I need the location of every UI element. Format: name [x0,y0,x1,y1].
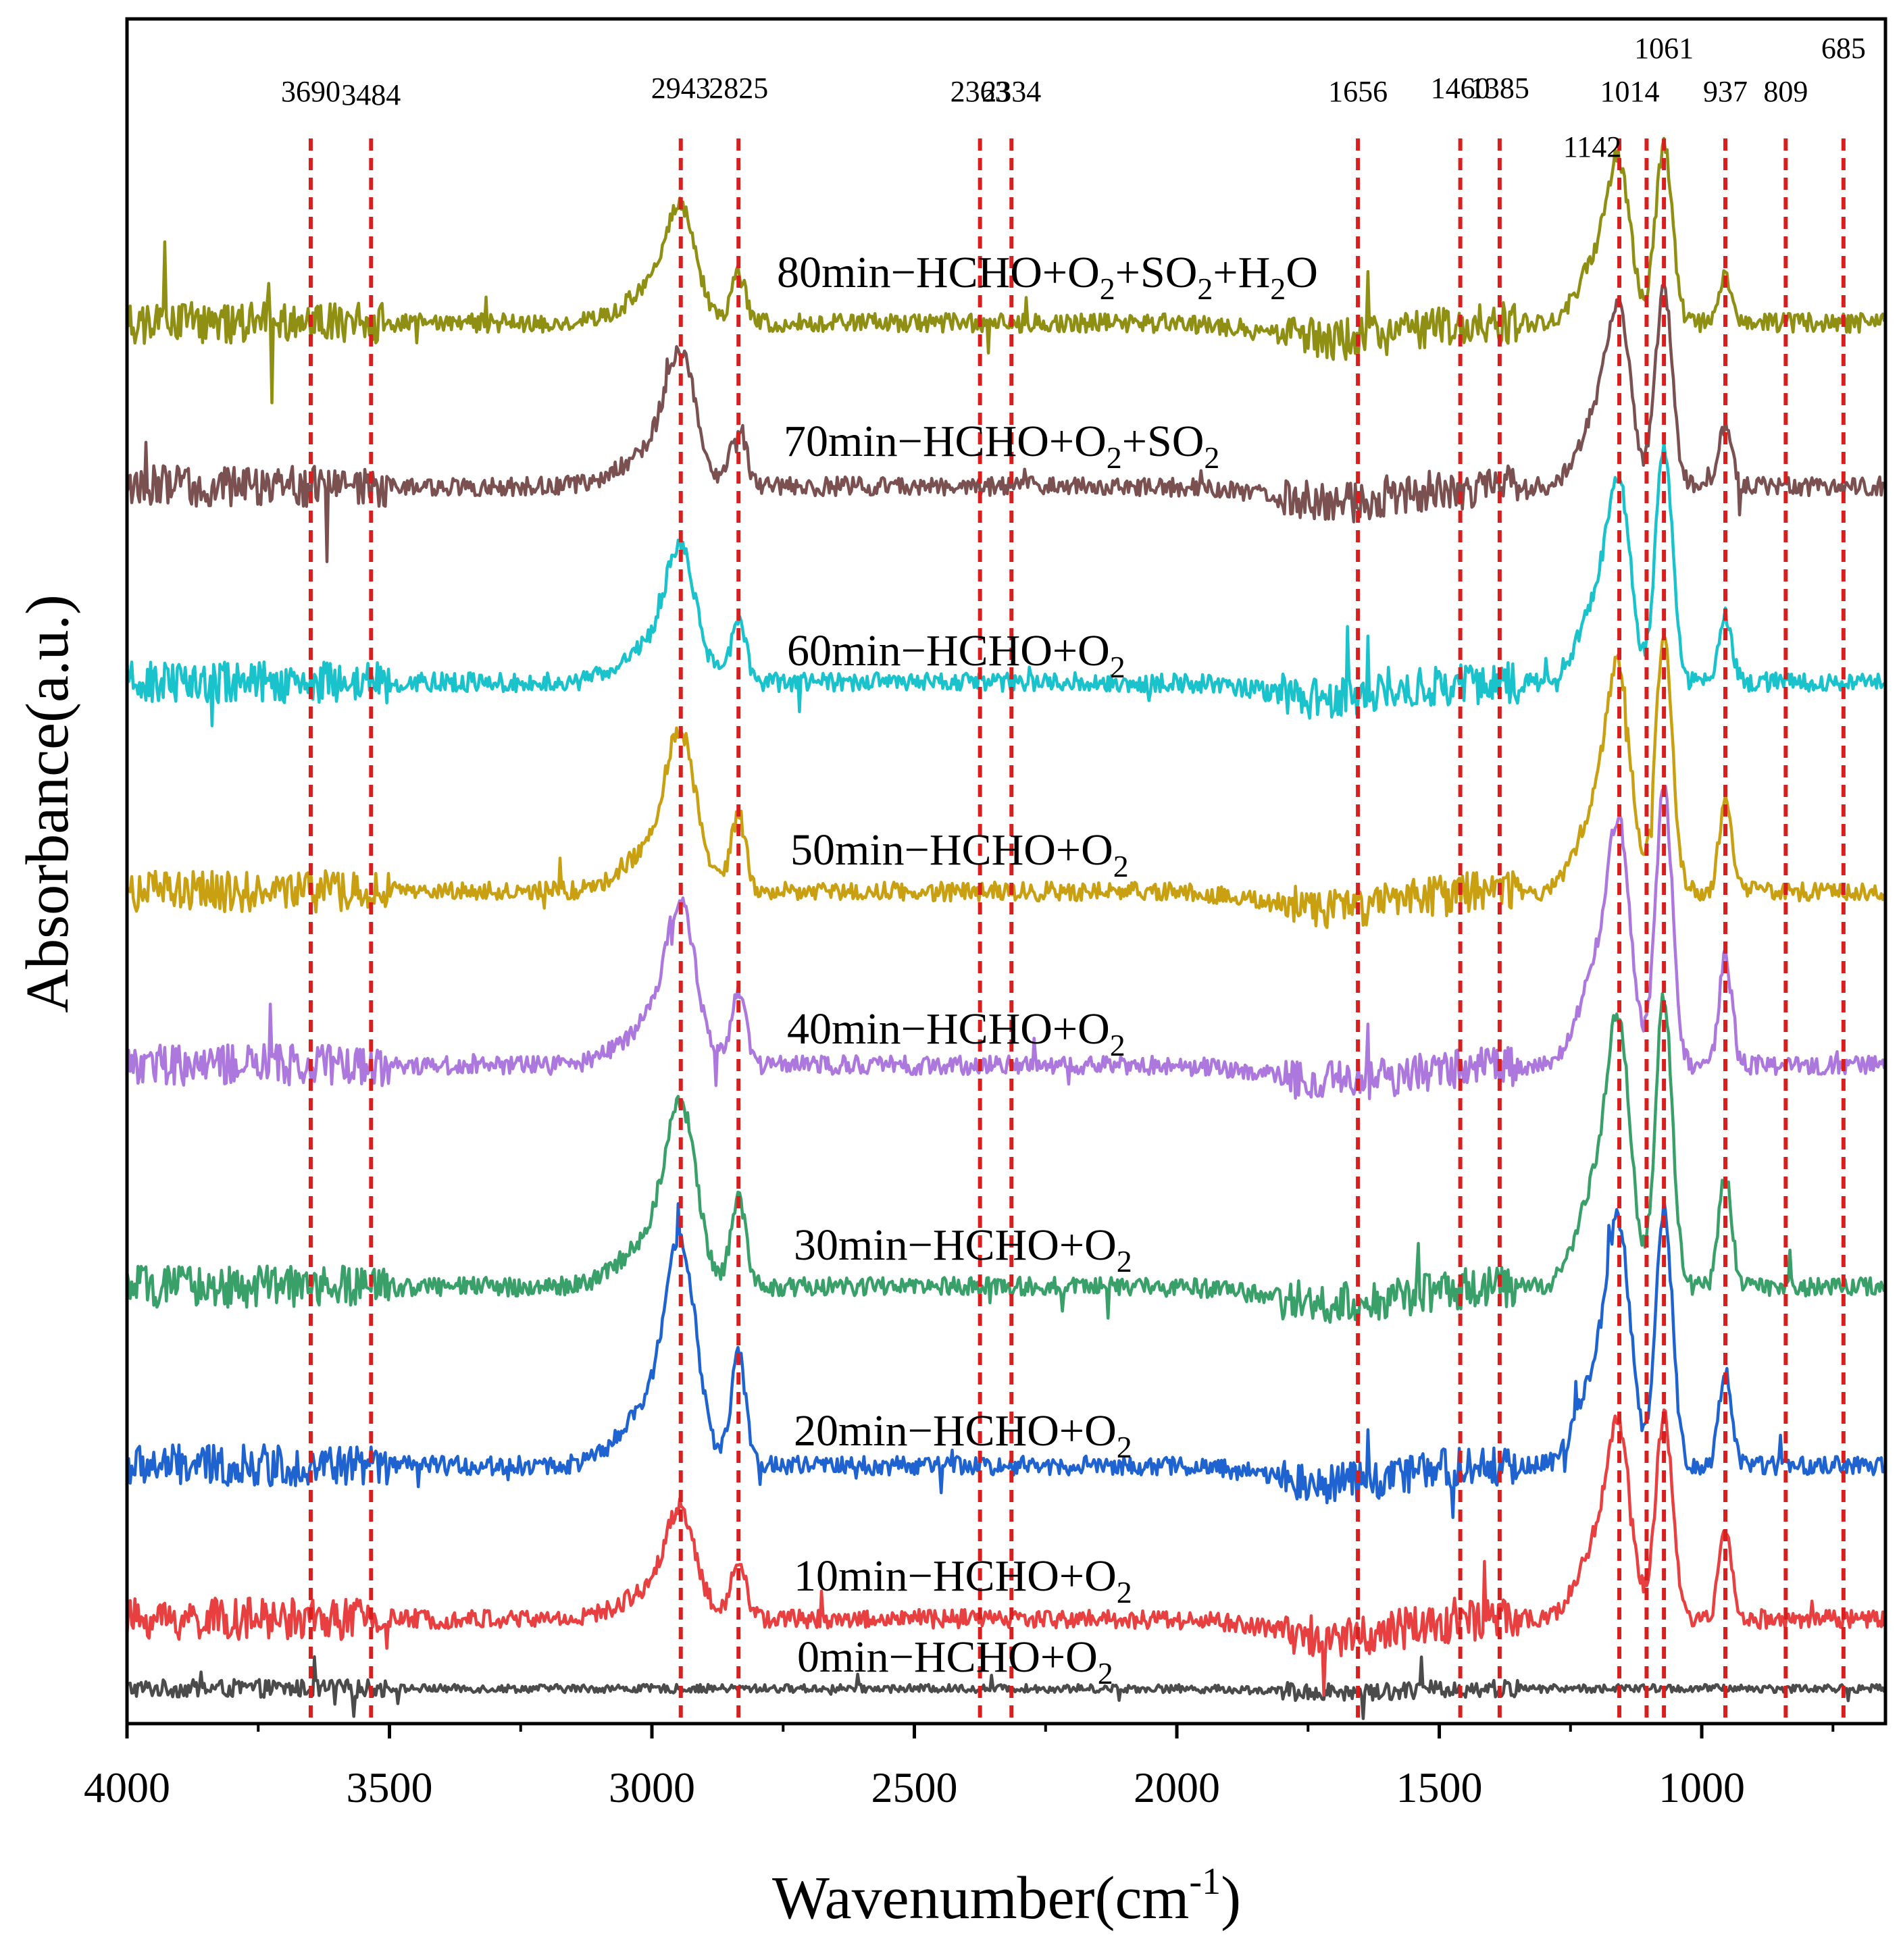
series-line-40min [125,784,1886,1100]
plot-frame [125,17,1887,1726]
peak-label-2334: 2334 [982,75,1041,108]
series-line-20min [125,1197,1885,1520]
peak-label-1014: 1014 [1600,75,1659,108]
series-line-0min [126,1655,1886,1720]
peak-label-1061: 1061 [1634,32,1694,65]
series-labels: 0min−HCHO+O2 10min−HCHO+O2 20min−HCHO+O2 30… [777,248,1318,1691]
peak-label-3690: 3690 [281,75,340,108]
series-line-80min [125,136,1886,405]
x-tick-label-1000: 1000 [1658,1763,1745,1811]
peak-label-3484: 3484 [341,78,401,111]
series-line-30min [125,991,1886,1324]
x-axis-title: Wavenumber(cm-1) [772,1861,1241,1932]
x-tick-label-3500: 3500 [347,1763,433,1811]
series-label-0min: 0min−HCHO+O2 [797,1632,1113,1691]
peak-label-1142: 1142 [1563,130,1621,163]
series-label-10min: 10min−HCHO+O2 [794,1551,1132,1609]
peak-label-937: 937 [1703,75,1748,108]
peak-label-2943: 2943 [651,72,711,105]
x-tick-label-4000: 4000 [84,1763,170,1811]
peak-label-2363: 2363 [950,75,1010,108]
series-line-60min [125,441,1885,727]
x-tick-label-2500: 2500 [871,1763,958,1811]
peak-label-2825: 2825 [709,72,768,105]
series-label-80min: 80min−HCHO+O2+SO2+H2O [777,248,1318,306]
reference-lines [308,138,1846,1724]
series-label-20min: 20min−HCHO+O2 [794,1406,1132,1464]
series-lines [125,136,1886,1720]
series-line-70min [125,283,1886,563]
x-tick-label-1500: 1500 [1396,1763,1483,1811]
y-axis-title: Absorbance(a.u.) [14,594,81,1013]
series-line-50min [126,634,1886,929]
series-label-60min: 60min−HCHO+O2 [787,626,1125,684]
peak-label-1460: 1460 [1431,72,1490,105]
x-axis-ticks [125,1724,1835,1738]
series-label-50min: 50min−HCHO+O2 [790,825,1129,883]
x-tick-label-3000: 3000 [609,1763,695,1811]
peak-label-809: 809 [1763,75,1808,108]
peak-label-1656: 1656 [1328,75,1388,108]
x-axis-tick-labels: 4000 3500 3000 2500 2000 1500 1000 [84,1763,1745,1811]
peak-label-685: 685 [1821,32,1866,65]
series-label-70min: 70min−HCHO+O2+SO2 [784,417,1219,475]
x-tick-label-2000: 2000 [1134,1763,1220,1811]
peak-label-1385: 1385 [1470,72,1529,105]
series-label-30min: 30min−HCHO+O2 [794,1220,1132,1279]
series-label-40min: 40min−HCHO+O2 [787,1004,1125,1062]
series-line-10min [125,1408,1886,1697]
